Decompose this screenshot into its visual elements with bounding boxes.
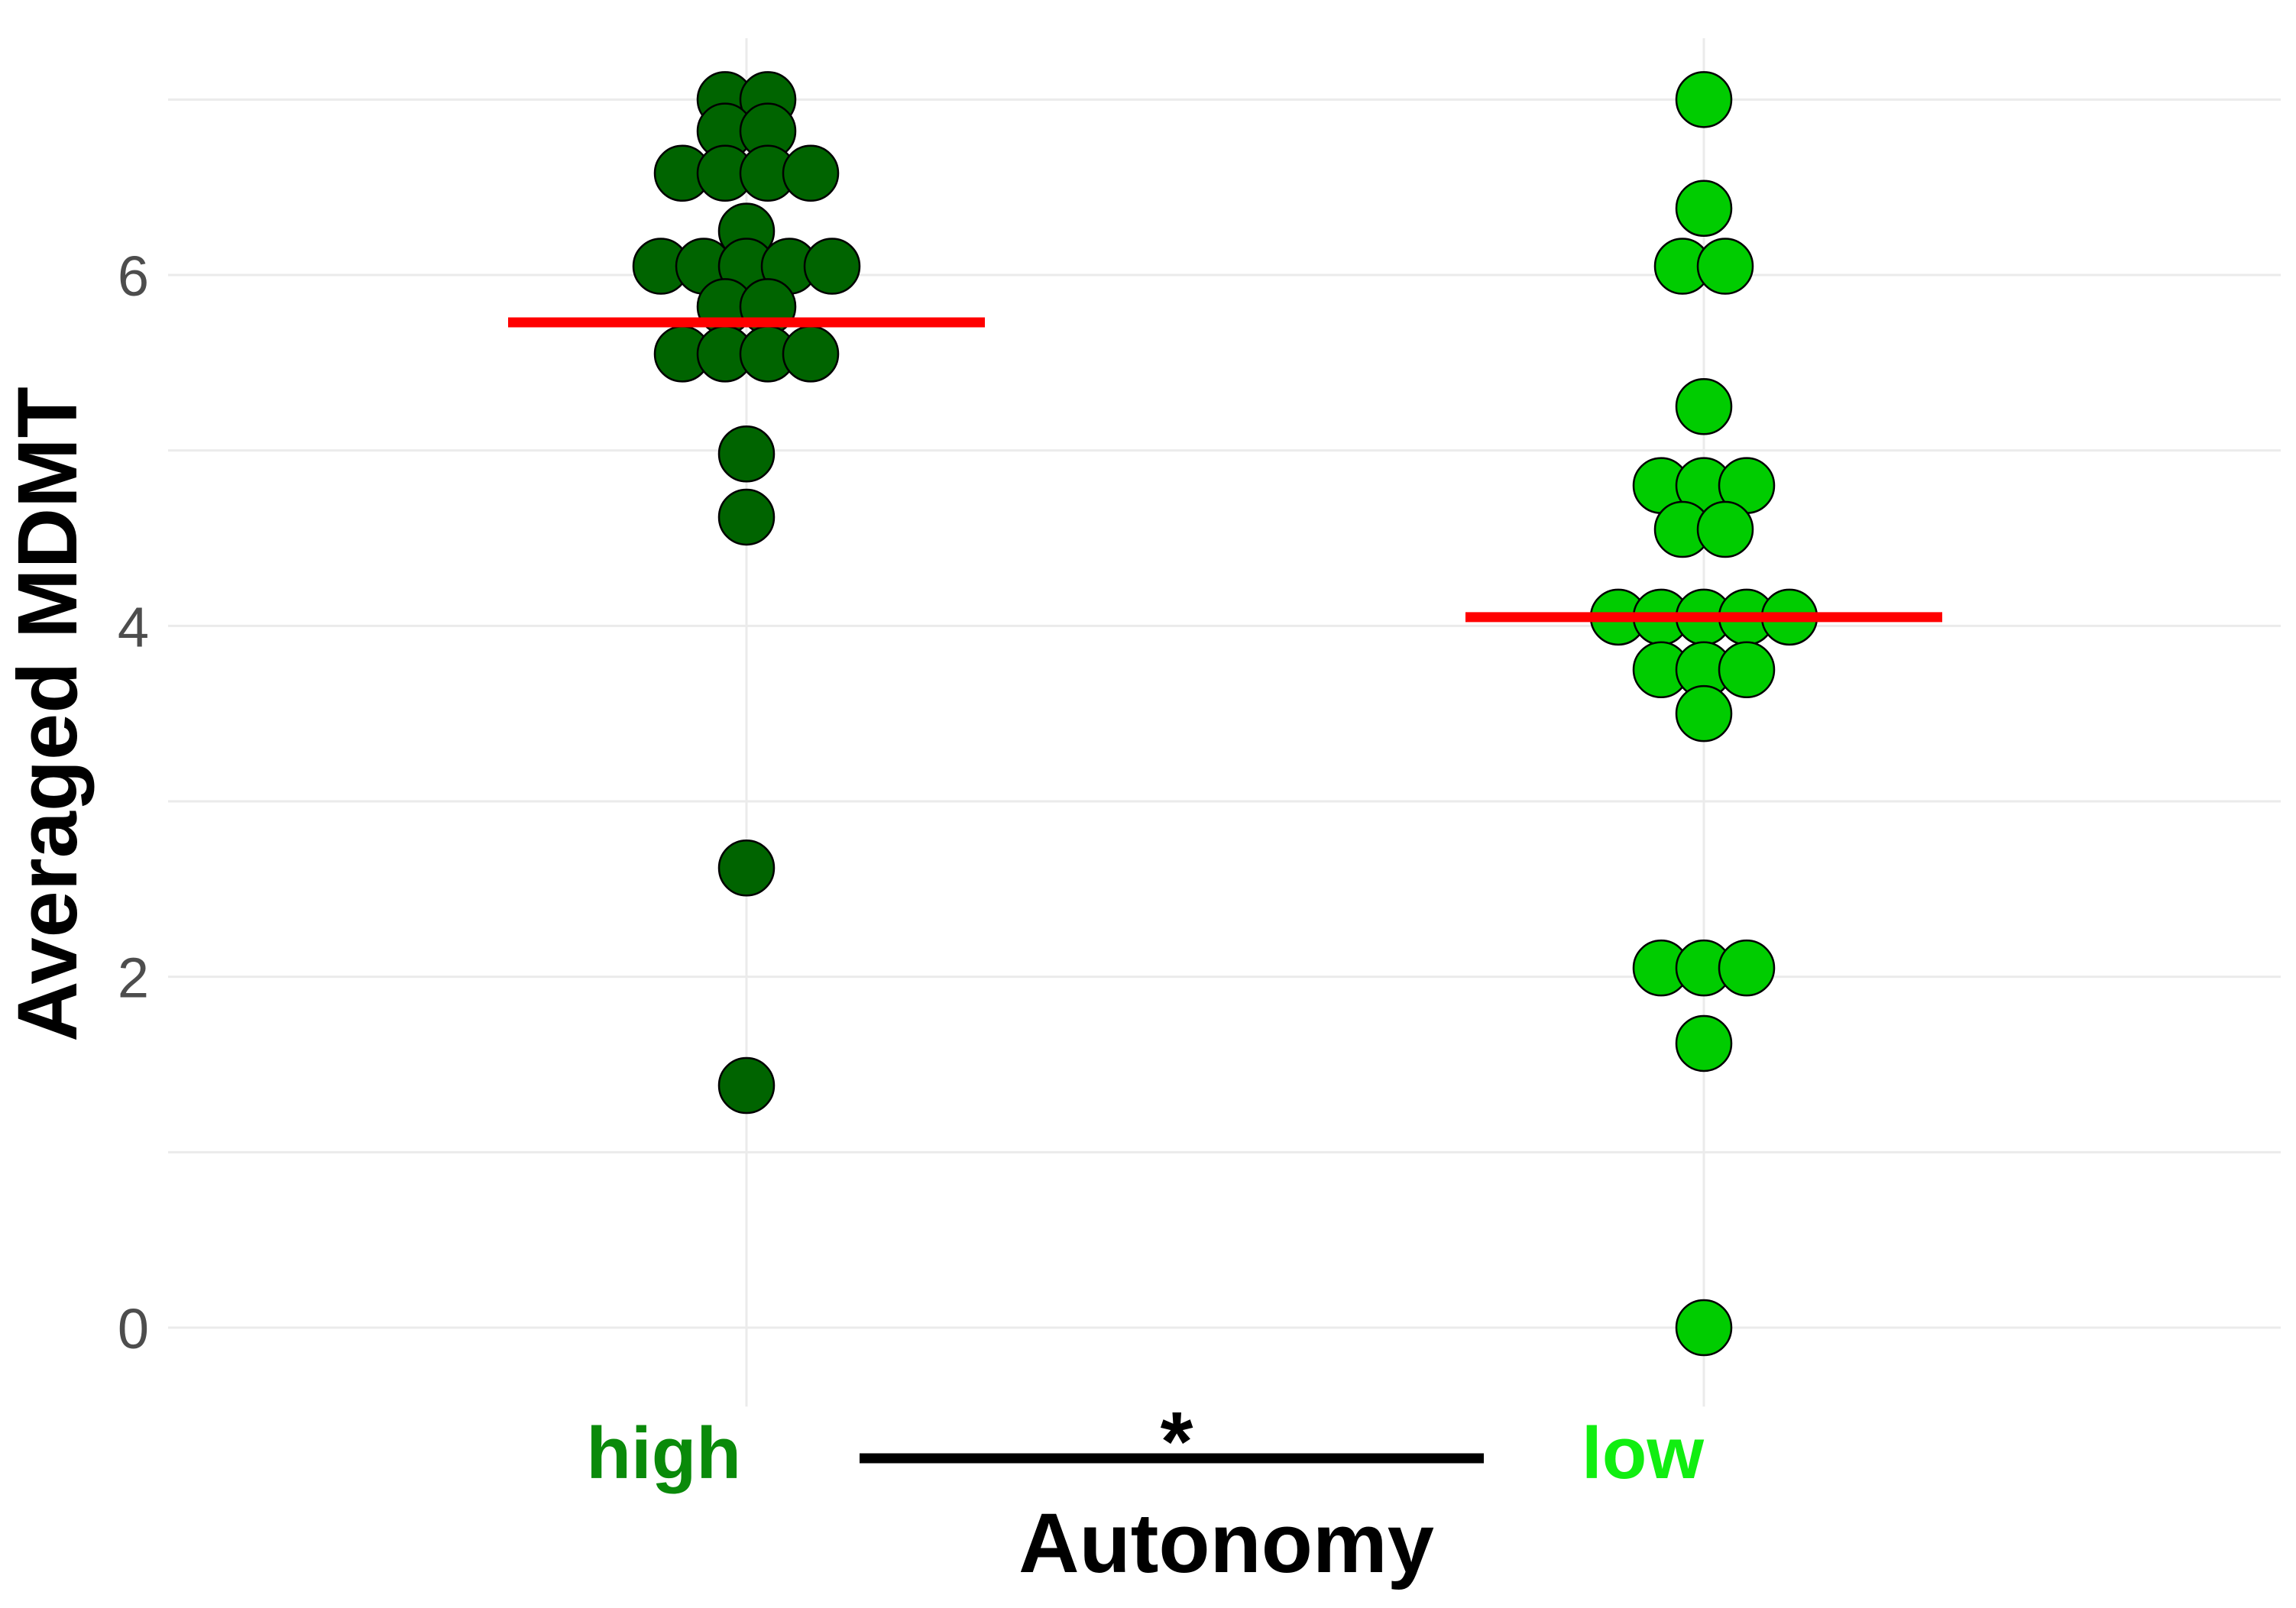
significance-label: *: [1161, 1395, 1193, 1489]
data-point-low: [1696, 238, 1754, 295]
y-tick-labels: 0 2 4 6: [118, 244, 149, 1360]
x-category-label-low: low: [1582, 1412, 1704, 1494]
x-axis-title: Autonomy: [1018, 1496, 1434, 1590]
data-point-low: [1718, 939, 1776, 997]
data-point-high: [717, 840, 776, 897]
data-point-high: [803, 238, 861, 295]
y-tick-label: 0: [118, 1297, 149, 1360]
data-point-low: [1675, 180, 1733, 237]
y-tick-label: 6: [118, 244, 149, 308]
data-point-high: [717, 425, 776, 483]
y-tick-label: 4: [118, 595, 149, 658]
data-point-low: [1675, 378, 1733, 435]
data-point-high: [782, 325, 840, 383]
data-point-low: [1696, 500, 1754, 558]
y-tick-label: 2: [118, 946, 149, 1010]
data-point-low: [1675, 684, 1733, 743]
y-axis-title: Averaged MDMT: [1, 387, 95, 1042]
data-point-low: [1718, 641, 1776, 698]
grid-lines: [168, 37, 2281, 1407]
data-point-high: [717, 1056, 776, 1115]
data-point-low: [1675, 1299, 1733, 1357]
median-lines: [508, 317, 1942, 623]
x-category-label-high: high: [586, 1412, 741, 1494]
data-point-low: [1675, 71, 1733, 128]
data-point-low: [1675, 1014, 1733, 1073]
data-point-high: [717, 488, 776, 546]
data-point-high: [782, 144, 840, 202]
data-points: [632, 71, 1818, 1357]
